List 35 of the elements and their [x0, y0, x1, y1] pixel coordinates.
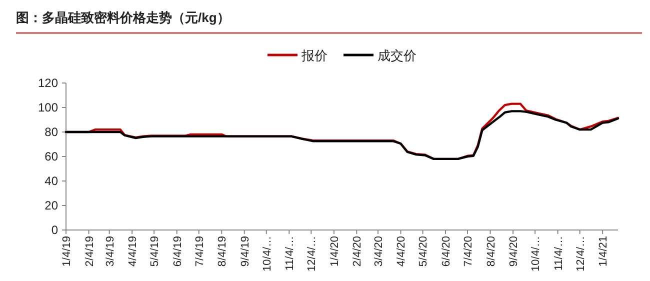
- x-tick-label: 8/4/20: [485, 236, 498, 267]
- x-tick-label: 3/4/19: [104, 236, 116, 267]
- y-tick-label: 120: [38, 76, 58, 90]
- x-tick-label: 9/4/20: [508, 236, 520, 267]
- x-tick-label: 12/4/…: [574, 236, 587, 272]
- y-tick-label: 60: [44, 150, 58, 164]
- x-tick-label: 11/4/…: [552, 236, 565, 271]
- x-tick-label: 5/4/19: [149, 236, 162, 267]
- y-tick-label: 20: [44, 198, 58, 212]
- x-tick-label: 11/4/…: [284, 236, 296, 271]
- x-tick-label: 2/4/20: [352, 236, 364, 267]
- x-tick-label: 1/4/20: [328, 236, 341, 267]
- x-tick-label: 4/4/19: [127, 236, 140, 267]
- chart-title: 图：多晶硅致密料价格走势（元/kg）: [16, 10, 230, 25]
- y-tick-label: 100: [38, 100, 58, 114]
- x-tick-label: 4/4/20: [396, 236, 408, 267]
- x-tick-label: 1/4/19: [61, 236, 73, 267]
- x-tick-label: 9/4/19: [239, 236, 252, 267]
- x-tick-label: 8/4/19: [216, 236, 229, 267]
- x-tick-label: 10/4/…: [261, 236, 274, 272]
- legend-label: 成交价: [378, 48, 416, 63]
- x-tick-label: 6/4/19: [172, 236, 184, 267]
- x-tick-label: 6/4/20: [440, 236, 452, 267]
- x-tick-label: 5/4/20: [418, 236, 430, 267]
- x-tick-label: 12/4/…: [306, 236, 318, 272]
- x-tick-label: 7/4/20: [462, 236, 475, 267]
- x-tick-label: 2/4/19: [84, 236, 96, 267]
- y-tick-label: 80: [44, 125, 58, 139]
- x-tick-label: 1/4/21: [598, 236, 610, 267]
- y-tick-label: 0: [51, 223, 58, 237]
- x-tick-label: 7/4/19: [194, 236, 206, 267]
- x-tick-label: 3/4/20: [372, 236, 385, 267]
- legend-label: 报价: [300, 48, 328, 63]
- y-tick-label: 40: [44, 174, 58, 188]
- x-tick-label: 10/4/…: [530, 236, 542, 272]
